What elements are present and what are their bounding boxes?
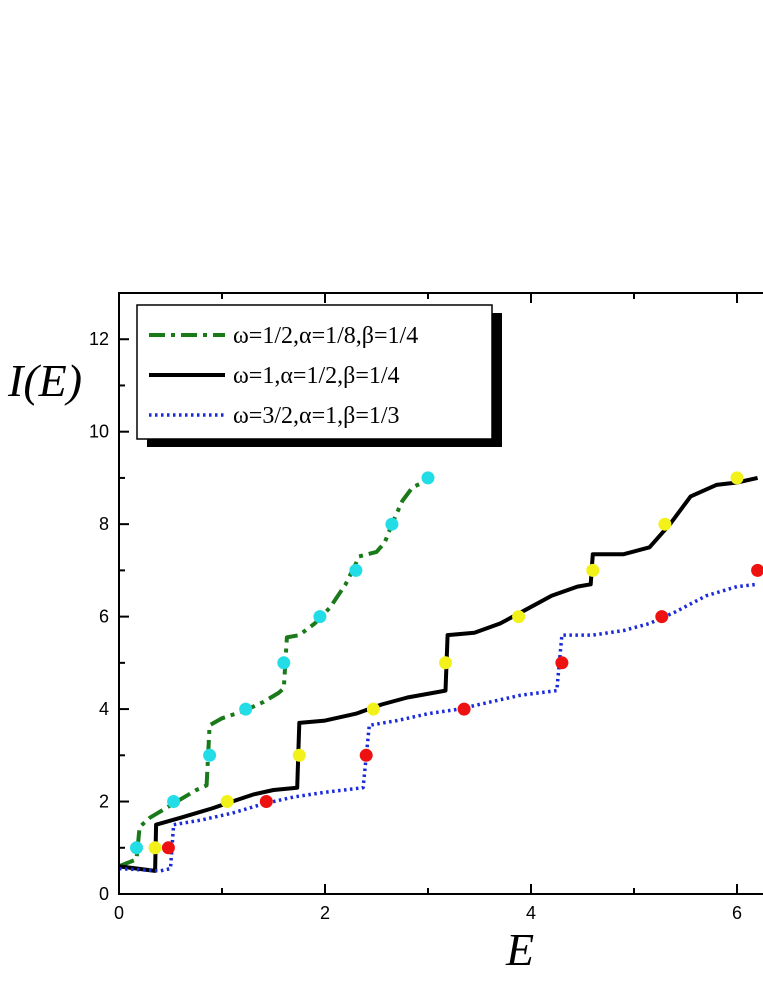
series-2-marker-8 [658, 517, 672, 531]
legend-label-1: ω=1/2,α=1/8,β=1/4 [233, 323, 418, 349]
series-2-marker-7 [586, 563, 600, 577]
y-tick-label: 10 [89, 422, 109, 442]
series-3-marker-5 [555, 656, 569, 670]
series-3-marker-1 [161, 841, 175, 855]
series-2-marker-5 [439, 656, 452, 670]
legend-label-2: ω=1,α=1/2,β=1/4 [233, 363, 400, 389]
axes: 0 2 4 6 0 2 4 6 8 10 12 [89, 292, 763, 923]
series-3-marker-3 [359, 748, 373, 762]
x-tick-label: 2 [320, 903, 330, 923]
series-2-marker-1 [148, 841, 162, 855]
series-1-marker-3 [203, 748, 217, 762]
series-1-marker-5 [277, 656, 291, 670]
x-axis-title: E [505, 924, 534, 975]
series-2-marker-6 [512, 610, 526, 624]
legend-box [136, 304, 493, 440]
y-axis-title: I(E) [7, 355, 82, 406]
plot-frame [118, 292, 763, 895]
y-tick-label: 8 [99, 514, 109, 534]
y-tick-label: 4 [99, 699, 109, 719]
series-1-marker-8 [385, 517, 399, 531]
y-tick-label: 0 [99, 884, 109, 904]
x-tick-label: 6 [732, 903, 742, 923]
series-3-marker-7 [751, 563, 763, 577]
series-2-marker-9 [730, 471, 744, 485]
series-2-marker-2 [220, 795, 234, 808]
y-tick-label: 12 [89, 329, 109, 349]
series-2-marker-4 [366, 702, 380, 716]
series-2-marker-3 [292, 748, 306, 762]
legend-label-3: ω=3/2,α=1,β=1/3 [233, 403, 400, 429]
series-3-marker-2 [259, 795, 273, 808]
x-tick-label: 0 [114, 903, 124, 923]
series-line-2 [119, 475, 759, 873]
series-1-marker-4 [239, 702, 253, 716]
series-1-marker-2 [167, 795, 181, 808]
legend: ω=1/2,α=1/8,β=1/4 ω=1,α=1/2,β=1/4 ω=3/2,α=… [136, 304, 502, 447]
series-1-marker-9 [421, 471, 435, 485]
series-1-marker-1 [130, 841, 143, 855]
series-1-marker-7 [349, 563, 363, 577]
series-line-1 [119, 478, 429, 869]
plot-area [119, 471, 763, 873]
series-3-marker-6 [655, 610, 669, 624]
series-3-marker-4 [457, 702, 471, 716]
x-tick-label: 4 [526, 903, 536, 923]
series-line-3 [119, 582, 758, 873]
y-tick-label: 2 [99, 792, 109, 812]
series-1-marker-6 [313, 610, 327, 624]
y-tick-label: 6 [99, 607, 109, 627]
